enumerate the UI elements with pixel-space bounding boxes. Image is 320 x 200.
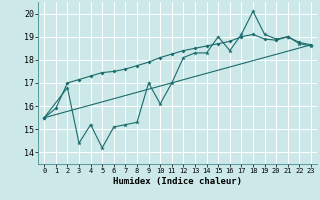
X-axis label: Humidex (Indice chaleur): Humidex (Indice chaleur) [113,177,242,186]
